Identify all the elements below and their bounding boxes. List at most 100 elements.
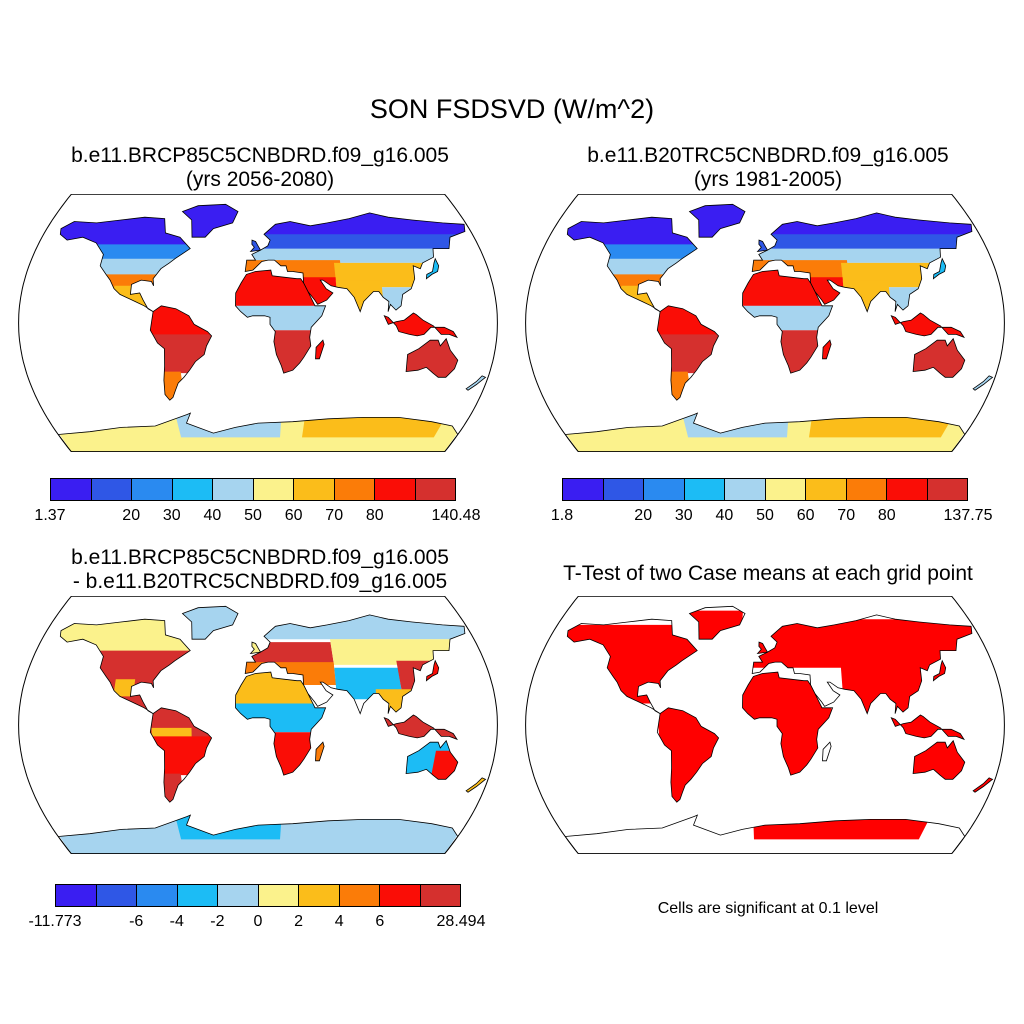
colorbar-tick-label: 40 xyxy=(203,507,222,524)
colorbar-swatch xyxy=(56,885,97,906)
value-band xyxy=(113,679,136,697)
colorbar-tick-label: -6 xyxy=(129,913,144,930)
coastline-greenland xyxy=(688,203,746,238)
coastline-samerica xyxy=(149,707,213,803)
colorbar-tick-label: 0 xyxy=(253,913,263,930)
panel-4-title: T-Test of two Case means at each grid po… xyxy=(518,562,1018,586)
coastline-australia xyxy=(912,739,966,780)
coastline-madagascar xyxy=(315,741,325,762)
coastline-nz xyxy=(465,777,487,793)
coastline-africa xyxy=(742,671,834,776)
coastline-antarctica xyxy=(57,814,459,854)
colorbar-historical-ticks: 1.8 20 30 40 50 60 70 80 137.75 xyxy=(551,507,993,527)
value-band xyxy=(752,248,972,263)
coastline-samerica xyxy=(149,305,213,401)
coastline-africa xyxy=(742,269,834,374)
colorbar-swatch xyxy=(806,479,847,500)
coastline-namerica xyxy=(59,618,191,714)
colorbar-swatch xyxy=(846,479,887,500)
coastline-africa xyxy=(235,269,327,374)
coastline-antarctica xyxy=(57,412,459,452)
colorbar-swatch xyxy=(725,479,766,500)
coastline-madagascar xyxy=(822,741,832,762)
land-samerica xyxy=(150,707,212,803)
colorbar-swatch xyxy=(258,885,299,906)
colorbar-swatch xyxy=(684,479,725,500)
colorbar-tick-label: 80 xyxy=(365,507,384,524)
coastline-indonesia xyxy=(890,312,965,339)
map-panel-future xyxy=(18,194,498,452)
colorbar-tick-label: -2 xyxy=(210,913,225,930)
colorbar-tick-label: 30 xyxy=(674,507,693,524)
colorbar-tick-label: 50 xyxy=(756,507,774,524)
colorbar-tick-label: 60 xyxy=(796,507,815,524)
colorbar-tick-label: 70 xyxy=(837,507,856,524)
colorbar-difference xyxy=(55,884,461,907)
coastline-samerica xyxy=(656,707,720,803)
colorbar-tick-label: -4 xyxy=(169,913,184,930)
coastline-australia xyxy=(912,337,966,378)
colorbar-swatch xyxy=(253,479,294,500)
colorbar-swatch xyxy=(603,479,644,500)
colorbar-tick-label: 2 xyxy=(294,913,304,930)
colorbar-tick-label: 60 xyxy=(284,507,303,524)
map-border xyxy=(18,596,498,854)
value-band xyxy=(302,414,448,438)
colorbar-tick-label: 1.8 xyxy=(550,507,574,524)
colorbar-tick-label: 20 xyxy=(122,507,141,524)
panel-2-title-line2: (yrs 1981-2005) xyxy=(693,168,843,191)
colorbar-swatch xyxy=(563,479,604,500)
coastline-uk xyxy=(756,641,769,655)
panel-3-title: b.e11.BRCP85C5CNBDRD.f09_g16.005 - b.e11… xyxy=(10,546,510,594)
colorbar-tick-label: 28.494 xyxy=(436,913,486,930)
map-border xyxy=(525,194,1005,452)
significant-region xyxy=(752,619,972,668)
panel-3-title-line2: - b.e11.B20TRC5CNBDRD.f09_g16.005 xyxy=(72,570,448,593)
value-band xyxy=(245,248,465,263)
coastline-greenland xyxy=(688,605,746,640)
colorbar-tick-label: 140.48 xyxy=(431,507,481,524)
colorbar-swatch xyxy=(218,885,259,906)
coastline-japan xyxy=(425,257,440,280)
coastline-nz xyxy=(465,375,487,391)
panel-1-title-line1: b.e11.BRCP85C5CNBDRD.f09_g16.005 xyxy=(71,144,449,167)
coastline-antarctica xyxy=(564,814,966,854)
map-border xyxy=(525,596,1005,854)
coastline-japan xyxy=(425,659,440,682)
panel-1-title-line2: (yrs 2056-2080) xyxy=(185,168,335,191)
colorbar-tick-label: 50 xyxy=(244,507,262,524)
coastline-greenland xyxy=(181,203,239,238)
value-band xyxy=(96,258,177,278)
colorbar-swatch xyxy=(137,885,178,906)
colorbar-swatch xyxy=(765,479,806,500)
colorbar-tick-label: 30 xyxy=(162,507,181,524)
map-panel-historical xyxy=(525,194,1005,452)
coastline-samerica xyxy=(656,305,720,401)
coastline-namerica xyxy=(59,216,191,312)
coastline-australia xyxy=(405,739,459,780)
colorbar-swatch xyxy=(91,479,132,500)
map-border xyxy=(18,194,498,452)
panel-1-title: b.e11.BRCP85C5CNBDRD.f09_g16.005 (yrs 20… xyxy=(10,144,510,192)
colorbar-swatch xyxy=(96,885,137,906)
value-band xyxy=(603,258,684,278)
colorbar-swatch xyxy=(294,479,335,500)
colorbar-future xyxy=(50,478,456,501)
colorbar-swatch xyxy=(375,479,416,500)
colorbar-difference-ticks: -11.773 -6 -4 -2 0 2 4 6 28.494 xyxy=(28,913,485,933)
map-panel-difference xyxy=(18,596,498,854)
colorbar-swatch xyxy=(51,479,92,500)
colorbar-tick-label: 137.75 xyxy=(943,507,993,524)
colorbar-swatch xyxy=(420,885,460,906)
coastline-namerica xyxy=(566,216,698,312)
colorbar-tick-label: 1.37 xyxy=(34,507,66,524)
colorbar-future-ticks: 1.37 20 30 40 50 60 70 80 140.48 xyxy=(34,507,480,527)
colorbar-tick-label: 40 xyxy=(715,507,734,524)
colorbar-swatch xyxy=(299,885,340,906)
colorbar-swatch xyxy=(132,479,173,500)
colorbar-tick-label: -11.773 xyxy=(28,913,82,930)
coastline-madagascar xyxy=(822,339,832,360)
coastline-uk xyxy=(756,239,769,253)
colorbar-tick-label: 6 xyxy=(375,913,385,930)
coastline-japan xyxy=(932,659,947,682)
